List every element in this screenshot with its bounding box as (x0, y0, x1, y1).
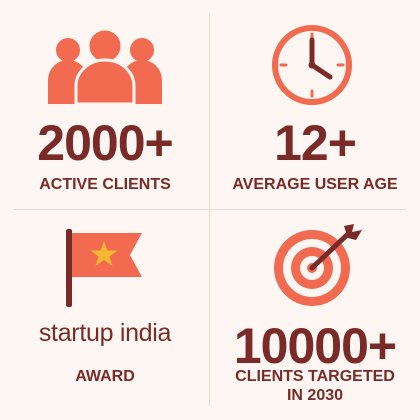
average-user-age-label: AVERAGE USER AGE (232, 176, 398, 193)
active-clients-value: 2000+ (37, 115, 173, 171)
people-group-icon (48, 28, 162, 104)
stat-active-clients: 2000+ ACTIVE CLIENTS (0, 0, 210, 210)
horizontal-divider (14, 209, 406, 210)
active-clients-label: ACTIVE CLIENTS (39, 176, 171, 193)
stat-startup-india-award: startup india AWARD (0, 210, 210, 420)
clients-targeted-label-line1: CLIENTS TARGETED (235, 368, 395, 385)
target-arrow-icon (274, 224, 362, 306)
clients-targeted-value: 10000+ (233, 318, 397, 374)
stat-clients-targeted: 10000+ CLIENTS TARGETED IN 2030 (210, 210, 420, 420)
flag-star-icon (66, 229, 142, 307)
vertical-divider (209, 14, 210, 406)
startup-india-logo-text: startup india (38, 319, 172, 347)
clock-icon (272, 25, 352, 105)
average-user-age-value: 12+ (274, 115, 357, 171)
startup-india-award-label: AWARD (75, 368, 135, 385)
stat-average-user-age: 12+ AVERAGE USER AGE (210, 0, 420, 210)
clients-targeted-label-line2: IN 2030 (286, 387, 344, 404)
